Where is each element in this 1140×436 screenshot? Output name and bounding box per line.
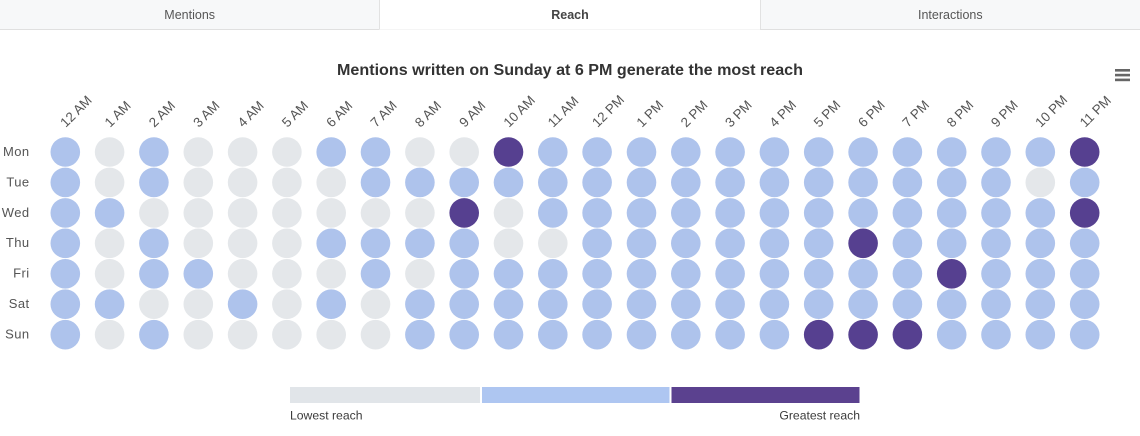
svg-text:7 AM: 7 AM [368,98,400,130]
svg-text:4 AM: 4 AM [235,98,267,130]
svg-text:11 PM: 11 PM [1077,93,1114,130]
svg-text:10 AM: 10 AM [501,93,538,130]
svg-text:5 PM: 5 PM [811,97,844,130]
svg-text:1 AM: 1 AM [102,98,134,130]
svg-text:3 AM: 3 AM [190,98,222,130]
svg-text:2 AM: 2 AM [146,98,178,130]
svg-text:9 AM: 9 AM [456,98,488,130]
svg-text:10 PM: 10 PM [1032,92,1070,130]
svg-text:12 AM: 12 AM [57,93,94,130]
svg-text:Fri: Fri [13,266,29,281]
svg-text:Sun: Sun [5,327,29,342]
svg-text:11 AM: 11 AM [545,93,582,130]
svg-text:6 AM: 6 AM [323,98,355,130]
svg-text:9 PM: 9 PM [988,97,1021,130]
svg-text:Wed: Wed [2,205,30,220]
svg-text:12 PM: 12 PM [589,92,627,130]
svg-text:8 PM: 8 PM [944,97,977,130]
svg-text:Mentions written on Sunday at: Mentions written on Sunday at 6 PM gener… [337,61,803,79]
svg-text:8 AM: 8 AM [412,98,444,130]
svg-text:Tue: Tue [6,174,29,189]
svg-text:Lowest reach: Lowest reach [290,409,363,423]
svg-text:2 PM: 2 PM [678,97,711,130]
svg-text:3 PM: 3 PM [722,97,755,130]
svg-text:Mon: Mon [3,144,30,159]
svg-text:4 PM: 4 PM [766,97,799,130]
svg-text:5 AM: 5 AM [279,98,311,130]
svg-text:Sat: Sat [9,296,30,311]
svg-text:6 PM: 6 PM [855,97,888,130]
svg-text:Greatest reach: Greatest reach [779,409,860,423]
svg-text:Thu: Thu [6,235,30,250]
svg-text:7 PM: 7 PM [899,97,932,130]
svg-text:1 PM: 1 PM [634,97,667,130]
